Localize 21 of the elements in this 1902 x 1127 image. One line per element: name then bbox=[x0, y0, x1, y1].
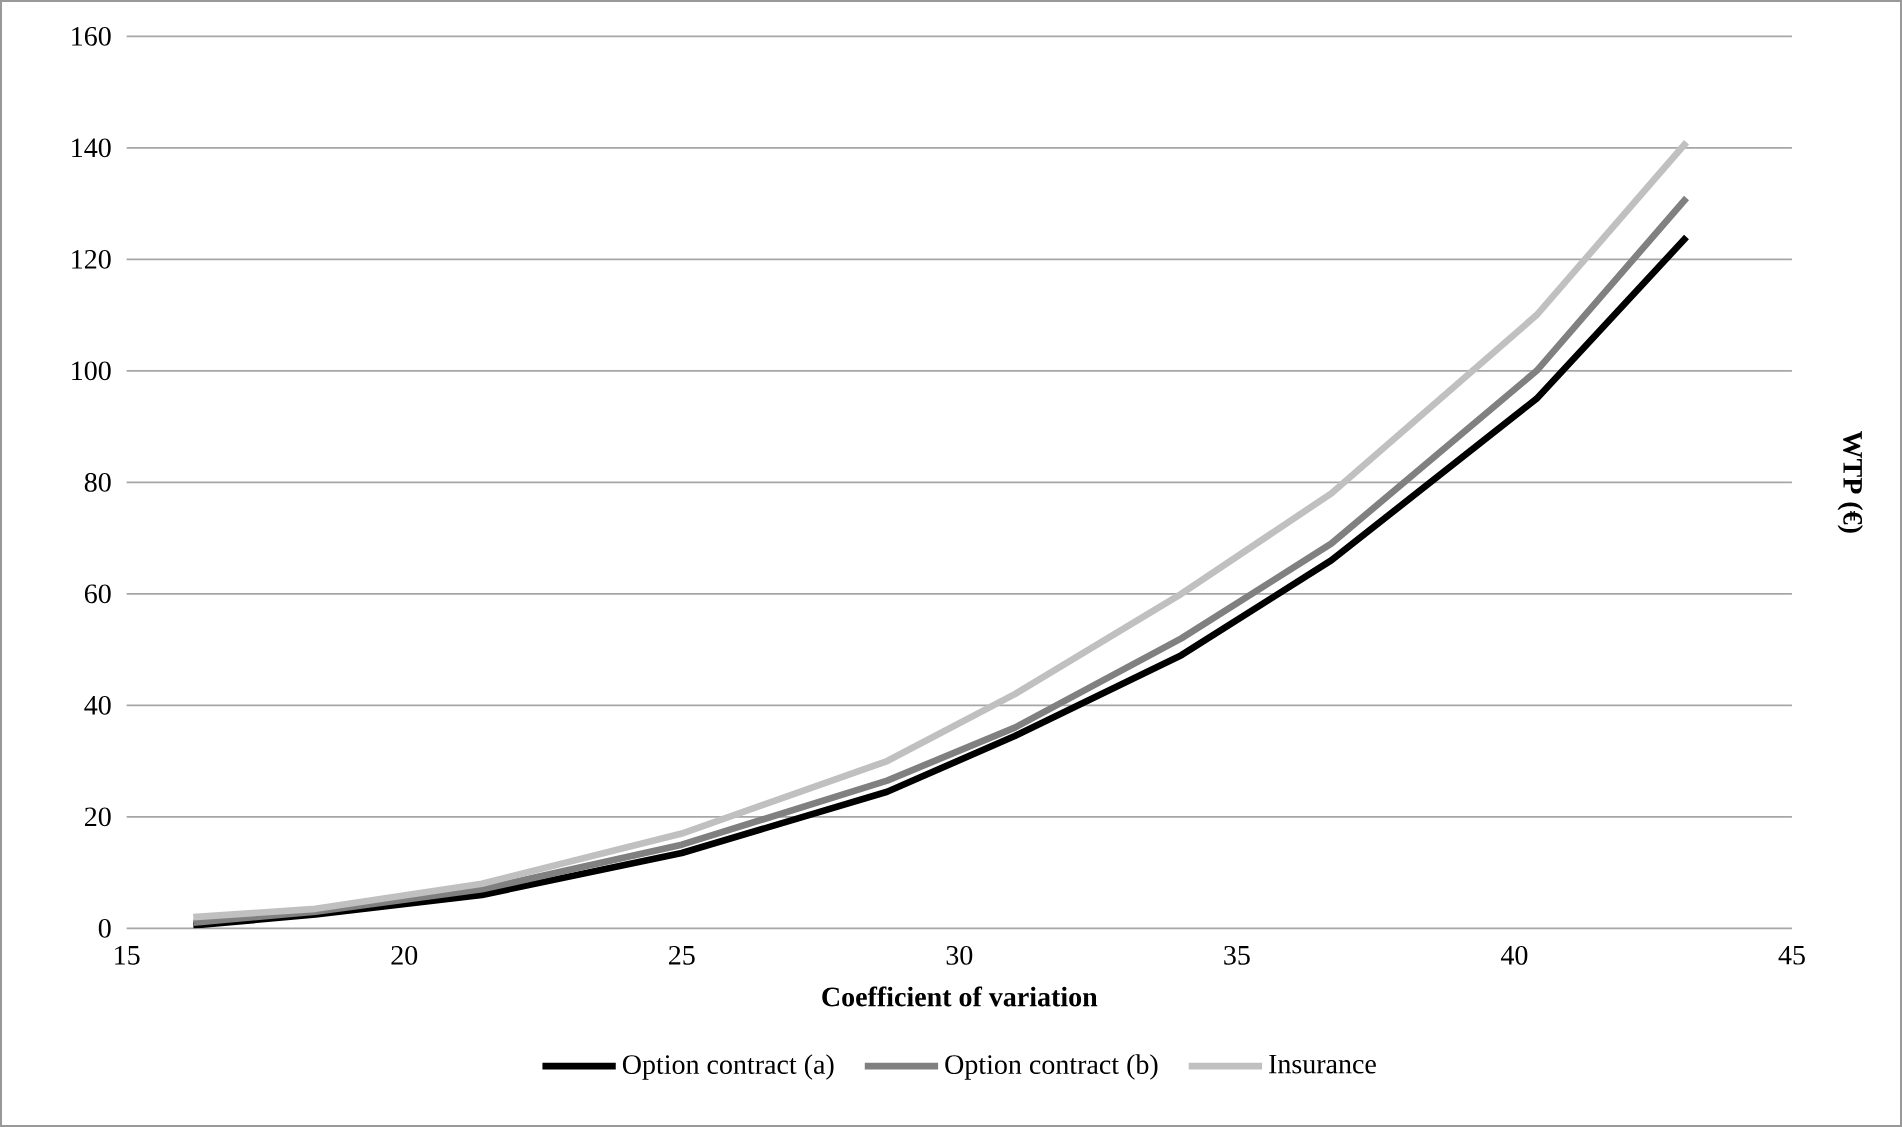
y-tick-label: 120 bbox=[72, 249, 111, 269]
y-tick-label: 100 bbox=[72, 361, 111, 381]
y-tick-label: 0 bbox=[98, 918, 111, 938]
y-tick-label: 80 bbox=[84, 472, 111, 492]
legend-label: Option contract (b) bbox=[945, 1054, 1158, 1080]
y-tick-label: 40 bbox=[84, 695, 111, 715]
y-tick-label: 60 bbox=[84, 584, 111, 604]
x-tick-label: 45 bbox=[1778, 945, 1805, 965]
x-tick-label: 25 bbox=[669, 945, 695, 965]
x-tick-label: 40 bbox=[1500, 945, 1528, 965]
y-axis-title: WTP (€) bbox=[1837, 431, 1863, 533]
y-tick-label: 140 bbox=[72, 138, 111, 158]
legend-label: Option contract (a) bbox=[622, 1054, 834, 1080]
y-tick-label: 160 bbox=[72, 26, 111, 46]
legend-label: Insurance bbox=[1269, 1054, 1376, 1074]
x-tick-label: 30 bbox=[946, 945, 973, 965]
x-tick-label: 15 bbox=[115, 945, 140, 965]
y-tick-label: 20 bbox=[84, 807, 111, 827]
x-tick-label: 35 bbox=[1224, 945, 1250, 965]
x-tick-label: 20 bbox=[391, 945, 418, 965]
x-axis-title: Coefficient of variation bbox=[822, 986, 1098, 1007]
